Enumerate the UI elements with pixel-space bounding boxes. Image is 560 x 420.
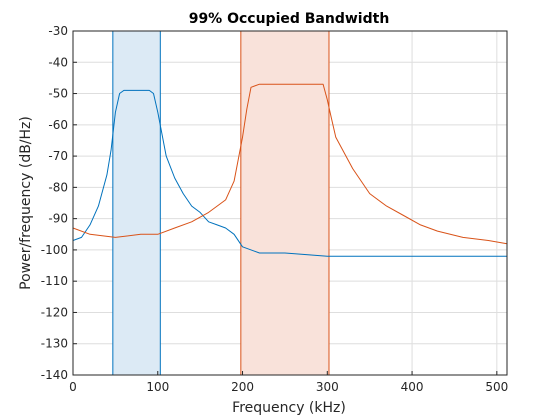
y-tick-label: -80 — [48, 180, 68, 194]
x-tick-label: 300 — [316, 380, 339, 394]
y-tick-label: -50 — [48, 87, 68, 101]
x-tick-label: 100 — [146, 380, 169, 394]
bandwidth-bands — [112, 31, 330, 375]
y-tick-label: -60 — [48, 118, 68, 132]
series-group — [72, 83, 508, 257]
bandwidth-band-1 — [112, 31, 161, 375]
y-tick-label: -110 — [41, 274, 68, 288]
y-tick-label: -90 — [48, 212, 68, 226]
x-axis-ticks: 0 100 200 300 400 500 — [69, 371, 508, 394]
chart-title: 99% Occupied Bandwidth — [189, 11, 390, 27]
y-tick-label: -30 — [48, 24, 68, 38]
y-tick-label: -70 — [48, 149, 68, 163]
x-axis-label: Frequency (kHz) — [232, 400, 346, 416]
y-tick-label: -140 — [41, 368, 68, 382]
x-tick-label: 400 — [401, 380, 424, 394]
y-tick-label: -120 — [41, 305, 68, 319]
x-tick-label: 500 — [485, 380, 508, 394]
y-axis-label: Power/frequency (dB/Hz) — [18, 116, 34, 290]
x-tick-label: 0 — [69, 380, 77, 394]
bandwidth-band-2 — [240, 31, 329, 375]
y-tick-label: -130 — [41, 337, 68, 351]
series-line-2 — [72, 83, 508, 245]
plot-frame — [72, 30, 508, 376]
y-tick-label: -40 — [48, 55, 68, 69]
y-tick-label: -100 — [41, 243, 68, 257]
y-axis-ticks: -140 -130 -120 -110 -100 -90 -80 -70 -60 -50 -40 -3… — [41, 24, 77, 382]
x-tick-label: 200 — [231, 380, 254, 394]
series-line-1 — [72, 89, 507, 257]
